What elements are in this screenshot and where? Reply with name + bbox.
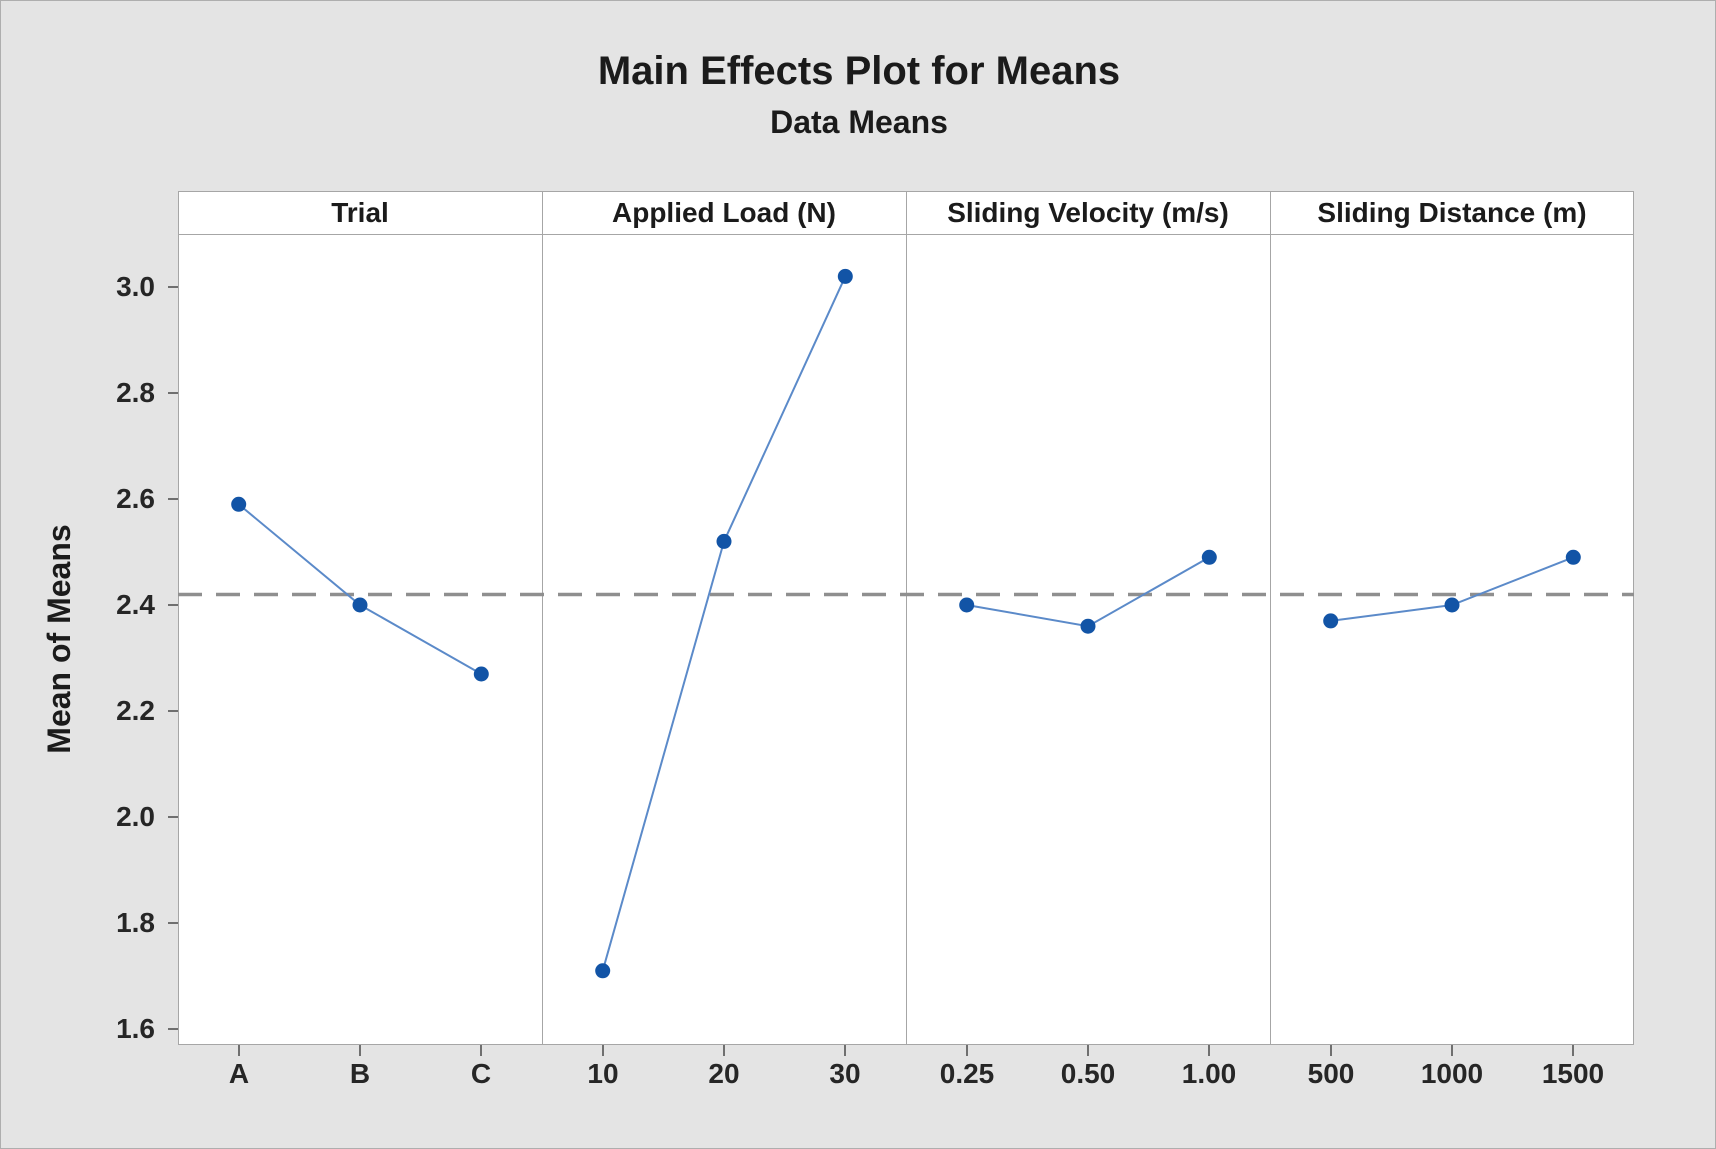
- data-point-0.50: [1080, 618, 1096, 634]
- data-point-1.00: [1201, 549, 1217, 565]
- y-axis-tick: [168, 392, 178, 394]
- y-axis-tick-label: 1.8: [116, 907, 155, 938]
- y-axis-tick: [168, 286, 178, 288]
- x-axis-tick-label: 0.50: [1060, 1058, 1116, 1089]
- effect-line-1: [238, 503, 482, 675]
- x-axis-tick-label: 1000: [1420, 1058, 1484, 1089]
- chart-title: Main Effects Plot for Means: [597, 49, 1121, 93]
- x-axis-tick-label: 0.25: [939, 1058, 995, 1089]
- data-point-10: [595, 963, 611, 979]
- effect-line-2: [601, 275, 847, 972]
- x-axis-tick-label: C: [470, 1058, 492, 1089]
- x-axis-tick: [966, 1045, 968, 1056]
- y-axis-tick-label: 2.2: [116, 695, 155, 726]
- data-point-20: [716, 533, 732, 549]
- x-axis-tick-label: 30: [829, 1058, 861, 1089]
- plot-canvas: [178, 268, 1634, 979]
- x-axis-tick-label: 20: [708, 1058, 740, 1089]
- data-point-A: [231, 496, 247, 512]
- effect-line-3: [966, 556, 1210, 628]
- panel-header-1: Trial: [331, 197, 389, 228]
- panel-divider: [1270, 191, 1271, 1045]
- chart-subtitle: Data Means: [770, 104, 948, 140]
- x-axis-tick: [1208, 1045, 1210, 1056]
- data-point-0.25: [959, 597, 975, 613]
- data-point-1000: [1444, 597, 1460, 613]
- y-axis-tick-label: 3.0: [116, 271, 155, 302]
- y-axis-tick: [168, 816, 178, 818]
- y-axis-tick: [168, 498, 178, 500]
- y-axis-tick: [168, 710, 178, 712]
- data-point-B: [352, 597, 368, 613]
- y-axis-tick: [168, 922, 178, 924]
- y-axis-tick-label: 2.6: [116, 483, 155, 514]
- y-axis-tick-label: 2.4: [116, 589, 155, 620]
- data-point-500: [1323, 613, 1339, 629]
- x-axis-tick: [723, 1045, 725, 1056]
- y-axis-tick: [168, 1028, 178, 1030]
- x-axis-tick: [359, 1045, 361, 1056]
- x-axis-tick: [1572, 1045, 1574, 1056]
- panel-header-2: Applied Load (N): [612, 197, 836, 228]
- y-axis-tick-label: 2.0: [116, 801, 155, 832]
- x-axis-tick: [480, 1045, 482, 1056]
- x-axis-tick-label: 500: [1307, 1058, 1355, 1089]
- x-axis-tick: [1451, 1045, 1453, 1056]
- data-point-C: [473, 666, 489, 682]
- x-axis-tick-label: 1500: [1541, 1058, 1605, 1089]
- x-axis-tick: [844, 1045, 846, 1056]
- x-axis-tick-label: A: [228, 1058, 250, 1089]
- panel-header-3: Sliding Velocity (m/s): [947, 197, 1229, 228]
- x-axis-tick-label: 1.00: [1181, 1058, 1237, 1089]
- panel-header-4: Sliding Distance (m): [1317, 197, 1587, 228]
- data-point-30: [837, 268, 853, 284]
- data-point-1500: [1565, 549, 1581, 565]
- x-axis-tick: [238, 1045, 240, 1056]
- y-axis-tick-label: 2.8: [116, 377, 155, 408]
- y-axis-tick: [168, 604, 178, 606]
- panel-divider: [542, 191, 543, 1045]
- x-axis-tick-label: 10: [587, 1058, 619, 1089]
- y-axis-title: Mean of Means: [41, 524, 77, 754]
- y-axis-tick-label: 1.6: [116, 1013, 155, 1044]
- x-axis-tick: [1087, 1045, 1089, 1056]
- x-axis-tick-label: B: [349, 1058, 371, 1089]
- panel-divider: [906, 191, 907, 1045]
- x-axis-tick: [602, 1045, 604, 1056]
- x-axis-tick: [1330, 1045, 1332, 1056]
